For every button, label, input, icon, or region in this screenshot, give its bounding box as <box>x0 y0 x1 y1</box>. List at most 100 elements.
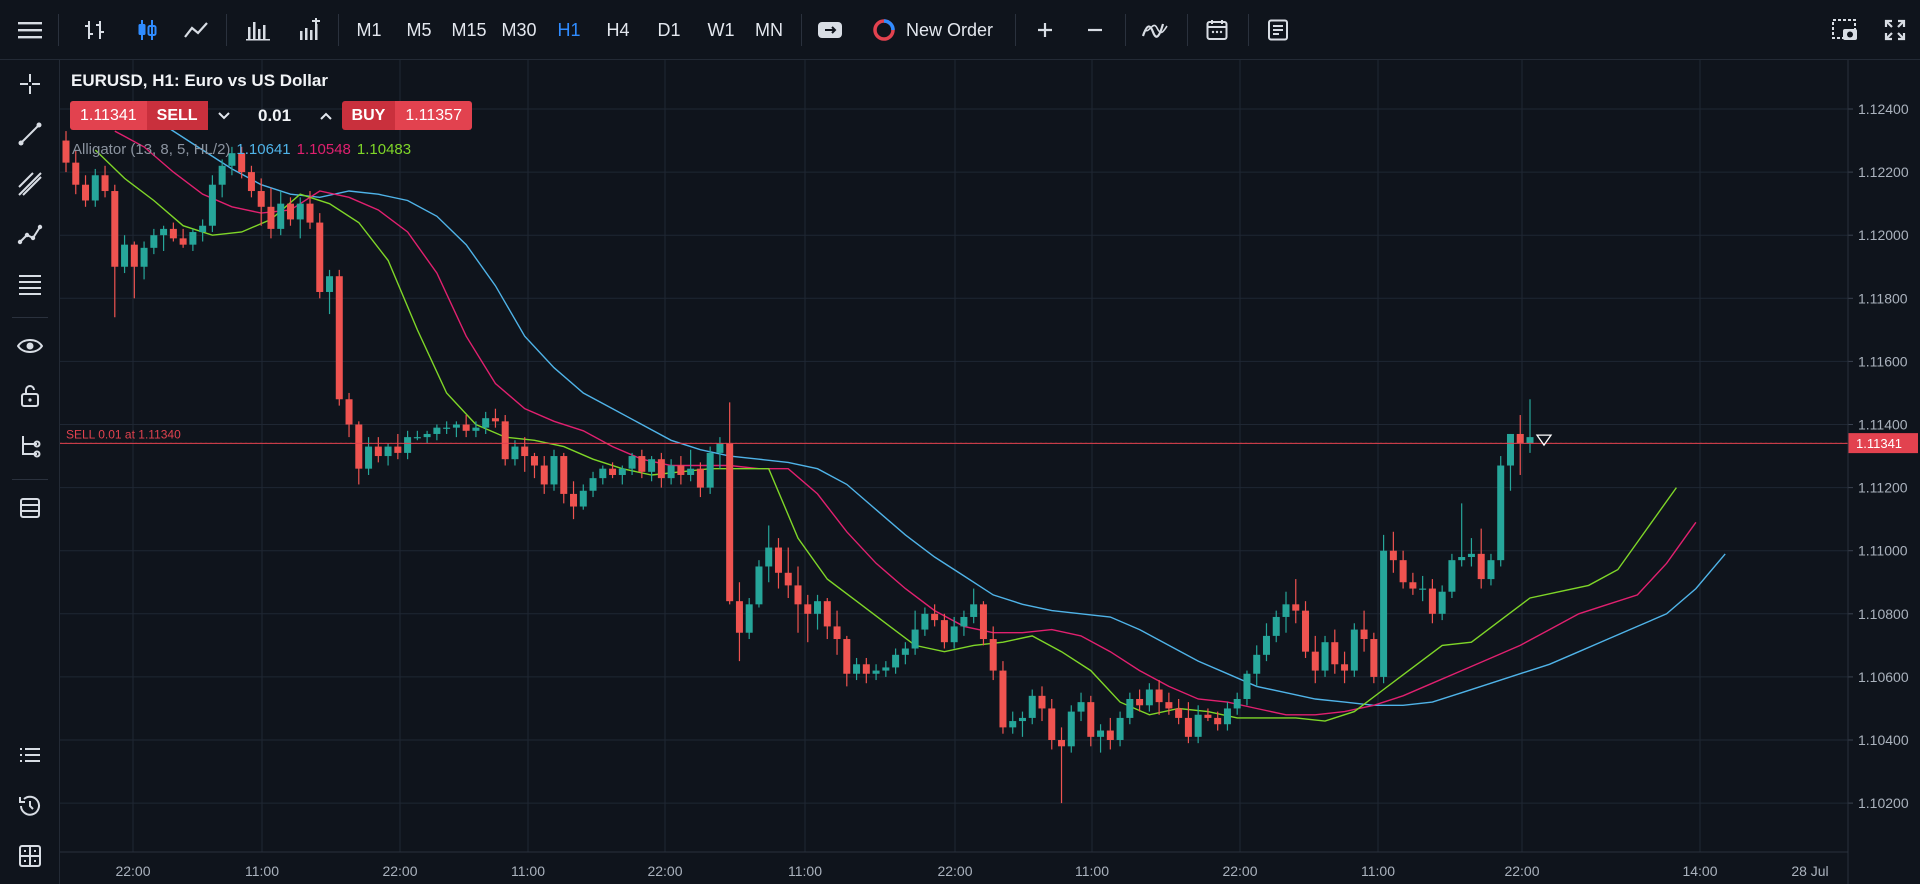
increase-quantity-button[interactable] <box>310 101 342 130</box>
candle <box>1282 591 1290 633</box>
object-tree-icon[interactable] <box>14 430 46 462</box>
lock-icon[interactable] <box>14 380 46 412</box>
candle <box>286 197 294 226</box>
menu-icon[interactable] <box>14 14 46 46</box>
candle <box>979 601 987 646</box>
indicators-icon[interactable] <box>243 14 273 46</box>
timeframe-m30[interactable]: M30 <box>501 19 537 40</box>
new-order-icon[interactable] <box>870 14 898 46</box>
candle-body <box>1155 689 1163 703</box>
timeframe-m1[interactable]: M1 <box>356 19 382 40</box>
candle-body <box>530 456 538 466</box>
fullscreen-icon[interactable] <box>1880 14 1910 46</box>
timeframe-w1[interactable]: W1 <box>707 19 735 40</box>
candle <box>1155 680 1163 715</box>
candle <box>140 241 148 280</box>
candle <box>1028 689 1036 725</box>
timeframe-d1[interactable]: D1 <box>657 19 681 40</box>
candle <box>1380 534 1388 684</box>
history-icon[interactable] <box>14 790 46 822</box>
line-chart-type-icon[interactable] <box>180 14 212 46</box>
candlestick-chart-type-icon[interactable] <box>132 14 162 46</box>
polyline-icon[interactable] <box>14 218 46 250</box>
buy-button[interactable]: BUY <box>341 101 396 130</box>
x-tick-label: 28 Jul <box>1791 863 1828 879</box>
candle <box>1341 651 1349 684</box>
candle <box>911 610 919 655</box>
candle <box>1038 686 1046 722</box>
candle-body <box>1389 550 1397 561</box>
x-tick-label: 22:00 <box>115 863 150 879</box>
quantity-input[interactable]: 0.01 <box>258 105 292 125</box>
candle-body <box>394 446 402 453</box>
candle <box>62 131 70 173</box>
templates-icon[interactable] <box>14 492 46 524</box>
candle <box>960 610 968 636</box>
candle-body <box>1175 708 1183 718</box>
candle-body <box>1097 730 1105 737</box>
candle-body <box>277 203 285 229</box>
candle <box>1467 538 1475 567</box>
y-tick-label: 1.10200 <box>1858 795 1909 811</box>
candle-body <box>1409 582 1417 589</box>
timeframe-h1[interactable]: H1 <box>557 19 581 40</box>
zoom-in-icon[interactable] <box>1031 14 1059 46</box>
candle <box>726 402 734 605</box>
candle-body <box>1341 664 1349 671</box>
timeframe-m15[interactable]: M15 <box>451 19 487 40</box>
candle <box>1048 698 1056 750</box>
timeframe-h4[interactable]: H4 <box>606 19 630 40</box>
candle <box>101 165 109 198</box>
candle-body <box>1438 591 1446 614</box>
sell-order-label[interactable]: SELL 0.01 at 1.11340 <box>66 427 181 441</box>
candle-body <box>111 191 119 267</box>
candle-body <box>1477 553 1485 580</box>
candle <box>501 415 509 466</box>
price-chart[interactable]: SELL 0.01 at 1.11340 1.11341 1.12400 1.122… <box>60 60 1920 884</box>
indicator-list-icon[interactable] <box>1140 14 1170 46</box>
timeframe-m5[interactable]: M5 <box>406 19 432 40</box>
candle-body <box>960 616 968 627</box>
screenshot-icon[interactable] <box>1830 14 1860 46</box>
decrease-quantity-button[interactable] <box>208 101 240 130</box>
trendline-icon[interactable] <box>14 118 46 150</box>
candle-body <box>970 604 978 617</box>
candle-body <box>657 459 665 479</box>
bar-chart-type-icon[interactable] <box>80 14 110 46</box>
candle-body <box>1087 702 1095 737</box>
x-tick-label: 11:00 <box>1075 863 1109 879</box>
candle-body <box>618 468 626 475</box>
candle <box>1526 399 1534 453</box>
trade-panel-icon[interactable] <box>14 840 46 872</box>
candle <box>999 661 1007 734</box>
new-order-button[interactable]: New Order <box>906 19 994 40</box>
candle <box>1458 503 1466 567</box>
candle-body <box>267 206 275 229</box>
current-price-tag <box>1848 433 1918 454</box>
alligator-legend[interactable]: Alligator (13, 8, 5, HL/2) 1.10641 1.105… <box>72 141 411 158</box>
candle <box>91 168 99 207</box>
buy-price[interactable]: 1.11357 <box>395 101 472 130</box>
crosshair-icon[interactable] <box>14 68 46 100</box>
candle-body <box>687 468 695 475</box>
candle-body <box>814 601 822 614</box>
zoom-out-icon[interactable] <box>1081 14 1109 46</box>
fibonacci-icon[interactable] <box>14 268 46 300</box>
candle <box>306 191 314 229</box>
candle-body <box>199 225 207 233</box>
candle <box>267 187 275 239</box>
candle-body <box>999 670 1007 728</box>
watchlist-icon[interactable] <box>14 740 46 772</box>
visibility-eye-icon[interactable] <box>14 330 46 362</box>
sell-button[interactable]: SELL <box>146 101 208 130</box>
volume-indicator-icon[interactable] <box>294 14 326 46</box>
sell-price[interactable]: 1.11341 <box>70 101 147 130</box>
one-click-trading-icon[interactable] <box>816 14 844 46</box>
calendar-icon[interactable] <box>1202 14 1232 46</box>
news-icon[interactable] <box>1264 14 1292 46</box>
candle <box>1497 456 1505 567</box>
channel-icon[interactable] <box>14 168 46 200</box>
candle-body <box>833 626 841 640</box>
candle-body <box>1350 629 1358 671</box>
timeframe-mn[interactable]: MN <box>755 19 783 40</box>
